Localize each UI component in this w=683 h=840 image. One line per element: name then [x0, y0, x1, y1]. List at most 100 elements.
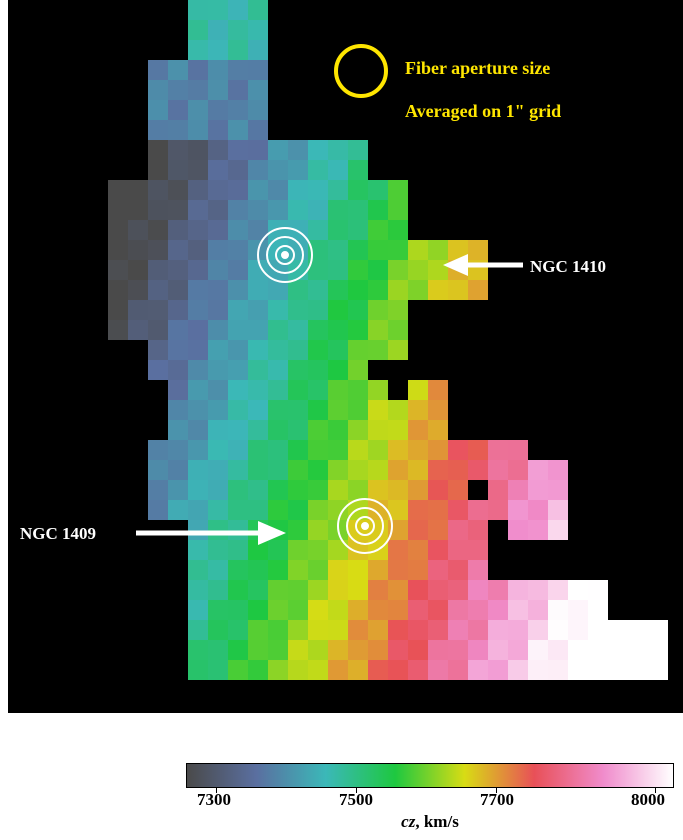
- velocity-cell: [308, 280, 328, 300]
- velocity-cell: [168, 500, 188, 520]
- velocity-cell: [228, 140, 248, 160]
- colorbar-tick-label: 7500: [339, 790, 373, 809]
- velocity-cell: [208, 580, 228, 600]
- velocity-cell: [448, 640, 468, 660]
- velocity-cell: [408, 440, 428, 460]
- velocity-cell: [248, 200, 268, 220]
- velocity-cell: [248, 400, 268, 420]
- velocity-cell: [488, 460, 508, 480]
- velocity-cell: [408, 560, 428, 580]
- velocity-cell: [288, 580, 308, 600]
- velocity-cell: [368, 480, 388, 500]
- colorbar-tick-label: 7700: [480, 790, 514, 809]
- velocity-cell: [268, 320, 288, 340]
- velocity-cell: [368, 180, 388, 200]
- velocity-cell: [628, 640, 648, 660]
- velocity-cell: [408, 600, 428, 620]
- velocity-cell: [148, 300, 168, 320]
- velocity-cell: [548, 640, 568, 660]
- velocity-cell: [288, 660, 308, 680]
- velocity-cell: [248, 440, 268, 460]
- velocity-cell: [548, 600, 568, 620]
- velocity-cell: [368, 420, 388, 440]
- velocity-cell: [328, 480, 348, 500]
- velocity-cell: [388, 400, 408, 420]
- velocity-cell: [368, 380, 388, 400]
- velocity-cell: [168, 240, 188, 260]
- velocity-cell: [188, 80, 208, 100]
- velocity-cell: [288, 300, 308, 320]
- velocity-cell: [248, 620, 268, 640]
- velocity-cell: [188, 60, 208, 80]
- velocity-cell: [388, 200, 408, 220]
- velocity-cell: [428, 260, 448, 280]
- velocity-cell: [348, 600, 368, 620]
- velocity-cell: [348, 240, 368, 260]
- velocity-cell: [508, 600, 528, 620]
- velocity-cell: [488, 440, 508, 460]
- velocity-cell: [228, 340, 248, 360]
- velocity-cell: [228, 520, 248, 540]
- velocity-cell: [268, 480, 288, 500]
- velocity-cell: [208, 200, 228, 220]
- velocity-map: [108, 0, 668, 680]
- velocity-cell: [388, 500, 408, 520]
- velocity-cell: [408, 400, 428, 420]
- velocity-cell: [188, 460, 208, 480]
- velocity-cell: [188, 360, 208, 380]
- velocity-cell: [348, 160, 368, 180]
- velocity-cell: [288, 140, 308, 160]
- velocity-cell: [608, 620, 628, 640]
- velocity-cell: [428, 280, 448, 300]
- velocity-cell: [268, 420, 288, 440]
- velocity-cell: [348, 300, 368, 320]
- velocity-cell: [428, 620, 448, 640]
- velocity-cell: [248, 340, 268, 360]
- velocity-cell: [268, 400, 288, 420]
- velocity-cell: [248, 640, 268, 660]
- velocity-cell: [188, 660, 208, 680]
- velocity-cell: [388, 560, 408, 580]
- fiber-aperture-circle-icon: [334, 44, 388, 98]
- velocity-cell: [348, 620, 368, 640]
- velocity-cell: [308, 360, 328, 380]
- velocity-cell: [568, 580, 588, 600]
- velocity-cell: [348, 180, 368, 200]
- velocity-cell: [328, 320, 348, 340]
- colorbar-tick-label: 8000: [631, 790, 665, 809]
- velocity-cell: [468, 580, 488, 600]
- velocity-cell: [348, 400, 368, 420]
- velocity-cell: [448, 540, 468, 560]
- velocity-cell: [208, 460, 228, 480]
- velocity-cell: [228, 40, 248, 60]
- velocity-cell: [328, 360, 348, 380]
- velocity-cell: [388, 440, 408, 460]
- velocity-cell: [188, 40, 208, 60]
- velocity-cell: [208, 620, 228, 640]
- velocity-cell: [428, 240, 448, 260]
- velocity-cell: [368, 320, 388, 340]
- velocity-cell: [248, 120, 268, 140]
- ngc1409-label: NGC 1409: [20, 524, 97, 543]
- velocity-cell: [208, 280, 228, 300]
- velocity-cell: [388, 600, 408, 620]
- velocity-cell: [448, 500, 468, 520]
- velocity-cell: [548, 620, 568, 640]
- velocity-cell: [648, 660, 668, 680]
- velocity-cell: [428, 640, 448, 660]
- velocity-cell: [468, 600, 488, 620]
- velocity-cell: [568, 660, 588, 680]
- velocity-cell: [168, 280, 188, 300]
- velocity-cell: [508, 480, 528, 500]
- velocity-cell: [208, 40, 228, 60]
- velocity-cell: [208, 100, 228, 120]
- velocity-cell: [308, 540, 328, 560]
- velocity-cell: [248, 100, 268, 120]
- velocity-cell: [528, 620, 548, 640]
- velocity-cell: [228, 280, 248, 300]
- ngc1410-label: NGC 1410: [530, 257, 607, 276]
- velocity-cell: [388, 260, 408, 280]
- velocity-cell: [128, 240, 148, 260]
- velocity-cell: [288, 400, 308, 420]
- velocity-cell: [288, 520, 308, 540]
